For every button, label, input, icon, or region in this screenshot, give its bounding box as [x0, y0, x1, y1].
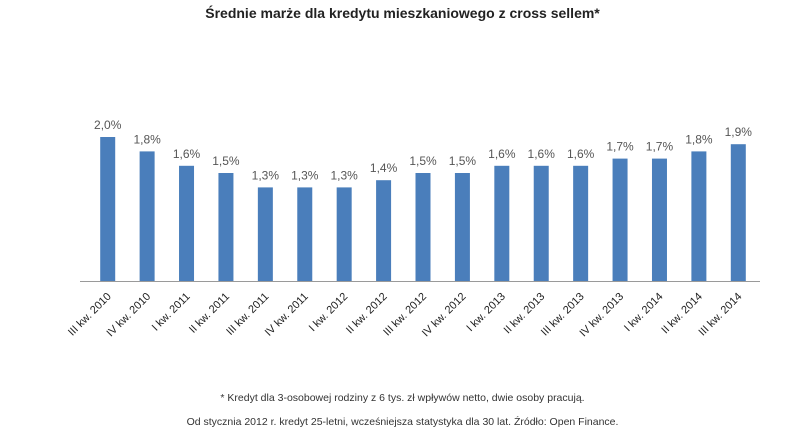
data-label: 1,3%	[330, 168, 358, 182]
bar	[179, 165, 195, 281]
data-label: 1,8%	[685, 132, 713, 146]
bar	[494, 165, 510, 281]
data-label: 1,9%	[725, 125, 753, 139]
data-label: 1,4%	[370, 161, 398, 175]
data-label: 1,7%	[646, 140, 674, 154]
bar	[297, 187, 313, 281]
data-label: 1,8%	[133, 132, 161, 146]
data-label: 1,7%	[606, 140, 634, 154]
data-label: 1,3%	[291, 168, 319, 182]
data-label: 2,0%	[94, 118, 122, 132]
bar	[651, 158, 667, 281]
data-label: 1,6%	[173, 147, 201, 161]
bar	[691, 151, 707, 281]
data-label: 1,5%	[449, 154, 477, 168]
bar	[573, 165, 589, 281]
chart-title: Średnie marże dla kredytu mieszkaniowego…	[205, 5, 600, 21]
data-label: 1,5%	[409, 154, 437, 168]
data-label: 1,6%	[488, 147, 516, 161]
data-label: 1,3%	[252, 168, 280, 182]
bar	[730, 144, 746, 281]
bar	[218, 173, 234, 281]
bar	[415, 173, 431, 281]
footnote-2: Od stycznia 2012 r. kredyt 25-letni, wcz…	[186, 416, 619, 428]
bar	[139, 151, 155, 281]
bar	[100, 137, 116, 281]
x-tick-label: III kw. 2014	[697, 291, 745, 339]
bar	[454, 173, 470, 281]
bar	[376, 180, 392, 281]
bar	[533, 165, 549, 281]
bar	[257, 187, 273, 281]
bar	[336, 187, 352, 281]
data-label: 1,6%	[528, 147, 556, 161]
data-label: 1,5%	[212, 154, 240, 168]
data-label: 1,6%	[567, 147, 595, 161]
bar	[612, 158, 628, 281]
footnote-1: * Kredyt dla 3-osobowej rodziny z 6 tys.…	[220, 392, 585, 404]
